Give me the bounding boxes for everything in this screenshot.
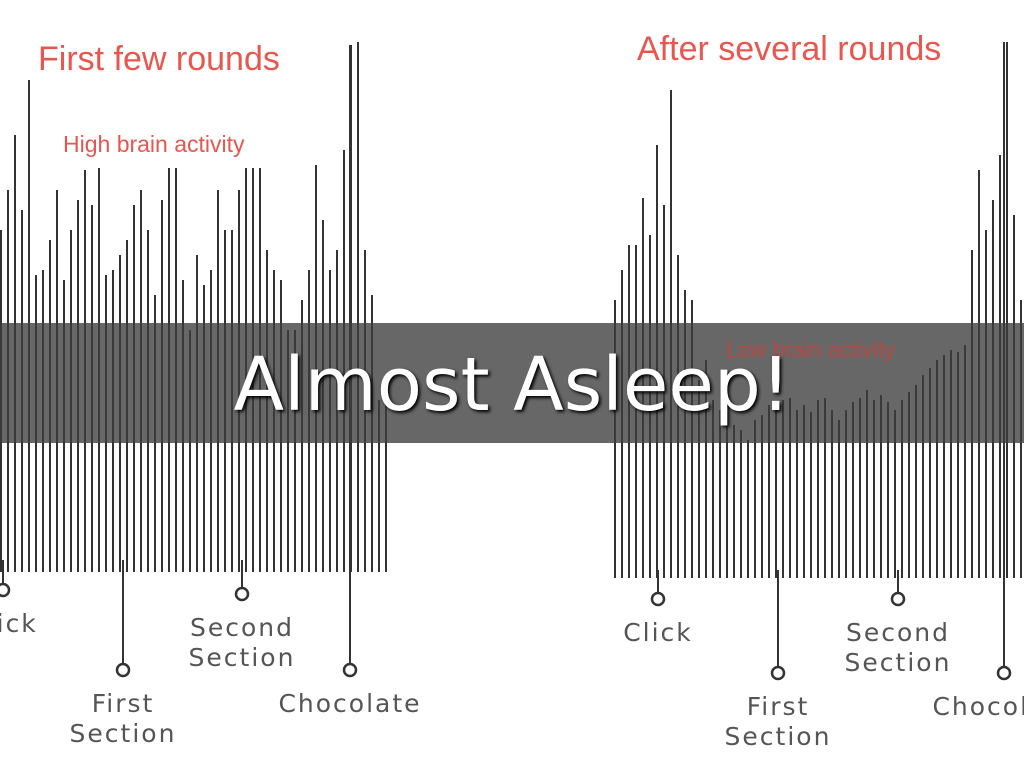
event-label: First: [747, 692, 810, 721]
marker-dot: [890, 591, 906, 607]
event-label: Section: [725, 722, 832, 751]
right-title: After several rounds: [637, 30, 941, 68]
banner-band: [0, 323, 1024, 443]
event-label: Click: [0, 609, 38, 638]
activity-bars: [0, 42, 1022, 578]
marker-dot: [115, 662, 131, 678]
left-title: First few rounds: [38, 40, 280, 78]
left-annotation: High brain activity: [63, 131, 245, 157]
banner-text: Almost Asleep!: [233, 342, 790, 428]
marker-dot: [342, 662, 358, 678]
event-label: Second: [190, 613, 294, 642]
event-label: Click: [623, 618, 693, 647]
marker-dot: [996, 665, 1012, 681]
marker-dot: [650, 591, 666, 607]
event-label: Section: [70, 719, 177, 748]
event-label: Second: [846, 618, 950, 647]
event-label: Section: [189, 643, 296, 672]
marker-dot: [234, 586, 250, 602]
event-label: Section: [845, 648, 952, 677]
event-label: Chocolate: [278, 689, 421, 718]
marker-dot: [770, 665, 786, 681]
event-label: First: [92, 689, 155, 718]
right-annotation: Low brain activity: [726, 337, 895, 362]
event-label: Chocolate: [932, 692, 1024, 721]
marker-dot: [0, 582, 11, 598]
